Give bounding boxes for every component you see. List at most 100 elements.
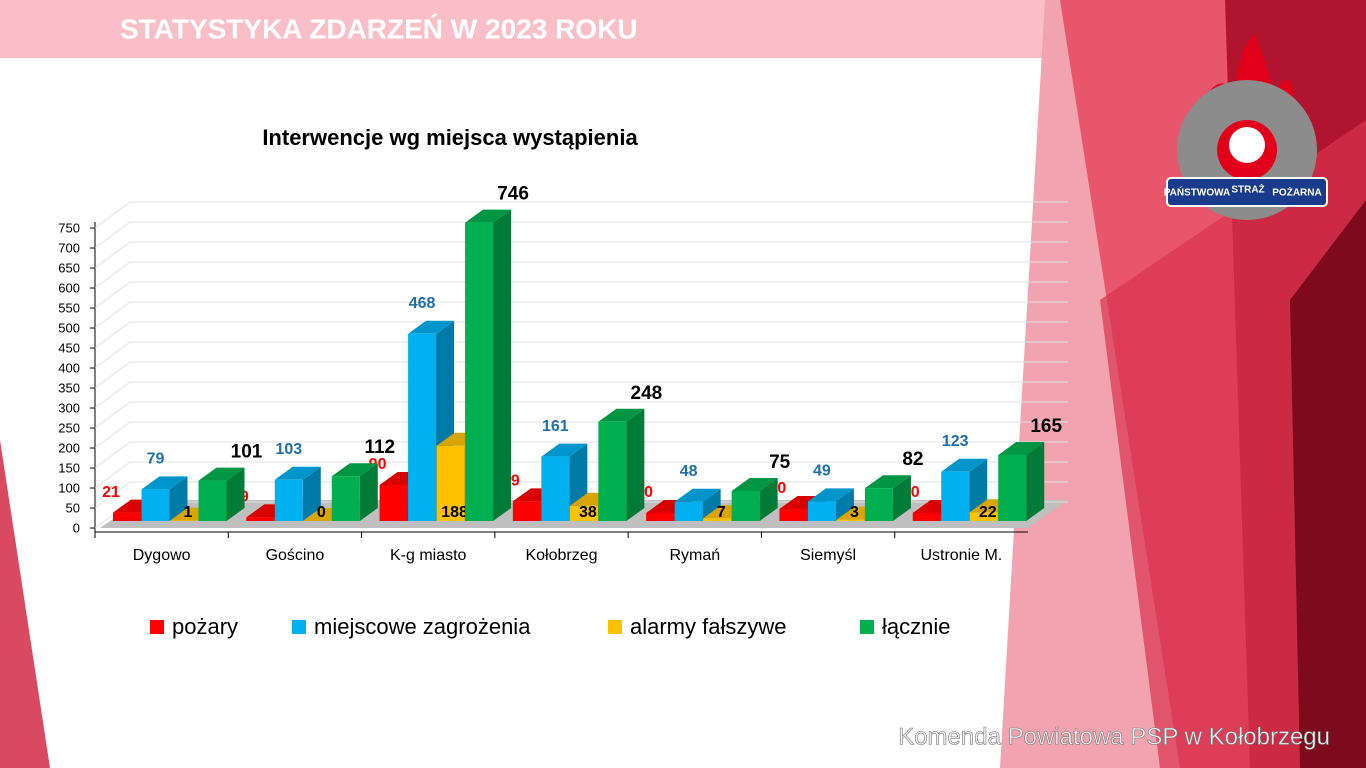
y-tick-label: 700 [58,240,80,255]
bar [912,513,941,521]
data-label: 21 [102,484,120,501]
y-tick-label: 150 [58,460,80,475]
y-tick-label: 50 [66,500,80,515]
logo-eagle [1229,127,1265,163]
x-tick-label: Siemyśl [800,547,856,564]
y-tick-label: 400 [58,360,80,375]
y-tick-label: 750 [58,220,80,235]
bar [331,476,360,521]
logo-text: PAŃSTWOWA [1164,186,1230,199]
grid-line [94,321,1068,349]
bar-top [807,488,854,502]
data-label: 82 [902,449,923,470]
bar-top [141,476,188,490]
bar-top [864,475,911,489]
bar-top [408,320,455,334]
bar [512,501,541,521]
legend-label: miejscowe zagrożenia [314,614,531,639]
data-label: 38 [579,504,597,521]
slide-title: STATYSTYKA ZDARZEŃ W 2023 ROKU [120,13,638,44]
bar [246,517,275,521]
data-label: 165 [1030,416,1062,437]
bar-side [702,488,721,521]
bar [465,222,494,521]
data-label: 123 [942,433,969,450]
bar [779,509,808,521]
data-label: 101 [231,442,263,463]
bar [274,479,303,521]
bar [646,513,675,521]
grid-line [94,441,1068,469]
y-tick-label: 200 [58,440,80,455]
grid-line [94,301,1068,329]
bar-top [998,442,1045,455]
bar [541,456,570,521]
chart-title: Interwencje wg miejsca wystąpienia [262,125,638,150]
data-label: 7 [717,504,726,521]
bar [674,501,703,521]
y-tick-label: 550 [58,300,80,315]
bar-top [274,466,321,480]
grid-line [94,281,1068,309]
y-tick-label: 500 [58,320,80,335]
y-tick-label: 100 [58,480,80,495]
bar [408,333,437,521]
legend-label: pożary [172,614,238,639]
bar-side [359,463,378,521]
x-tick-label: Dygowo [133,547,191,564]
bar-top [941,458,988,472]
x-tick-label: K-g miasto [390,547,467,564]
grid-line [94,381,1068,409]
bar-top [731,478,778,491]
y-tick-label: 450 [58,340,80,355]
logo: PAŃSTWOWA STRAŻ POŻARNA [1164,35,1328,220]
bar [141,489,170,521]
x-tick-label: Rymań [669,547,720,564]
legend-swatch [150,620,164,634]
legend-label: łącznie [882,614,950,639]
logo-text: POŻARNA [1272,186,1321,199]
bar-top [598,408,645,422]
grid-line [94,401,1068,429]
grid-line [94,261,1068,289]
deco [1290,200,1366,768]
bar [436,445,465,521]
bar-side [493,209,512,521]
bar-side [226,467,245,521]
bar [864,488,893,521]
bar [569,505,598,521]
bar [941,471,970,521]
data-label: 188 [441,504,468,521]
bar-top [541,443,588,457]
bar [731,491,760,521]
grid-line [94,221,1068,249]
y-tick-label: 600 [58,280,80,295]
bar [598,421,627,521]
legend-swatch [860,620,874,634]
bar-top [198,467,245,481]
grid-line [94,421,1068,449]
legend-swatch [292,620,306,634]
legend-label: alarmy fałszywe [630,614,786,639]
data-label: 468 [409,295,436,312]
grid-line [94,241,1068,269]
bar-top [674,488,721,502]
data-label: 49 [813,463,831,480]
data-label: 48 [680,463,698,480]
grid-line [94,201,1068,229]
bar [969,512,998,521]
x-tick-label: Ustronie M. [920,547,1002,564]
bar-side [302,466,321,521]
bar-side [626,408,645,521]
logo-ribbon [1166,177,1328,207]
x-tick-label: Gościno [266,547,325,564]
data-label: 103 [275,441,302,458]
y-tick-label: 650 [58,260,80,275]
bar-side [169,476,188,521]
data-label: 1 [184,504,193,521]
y-tick-label: 350 [58,380,80,395]
y-tick-label: 0 [73,520,80,535]
bar [998,455,1027,521]
bar-top [465,209,512,223]
